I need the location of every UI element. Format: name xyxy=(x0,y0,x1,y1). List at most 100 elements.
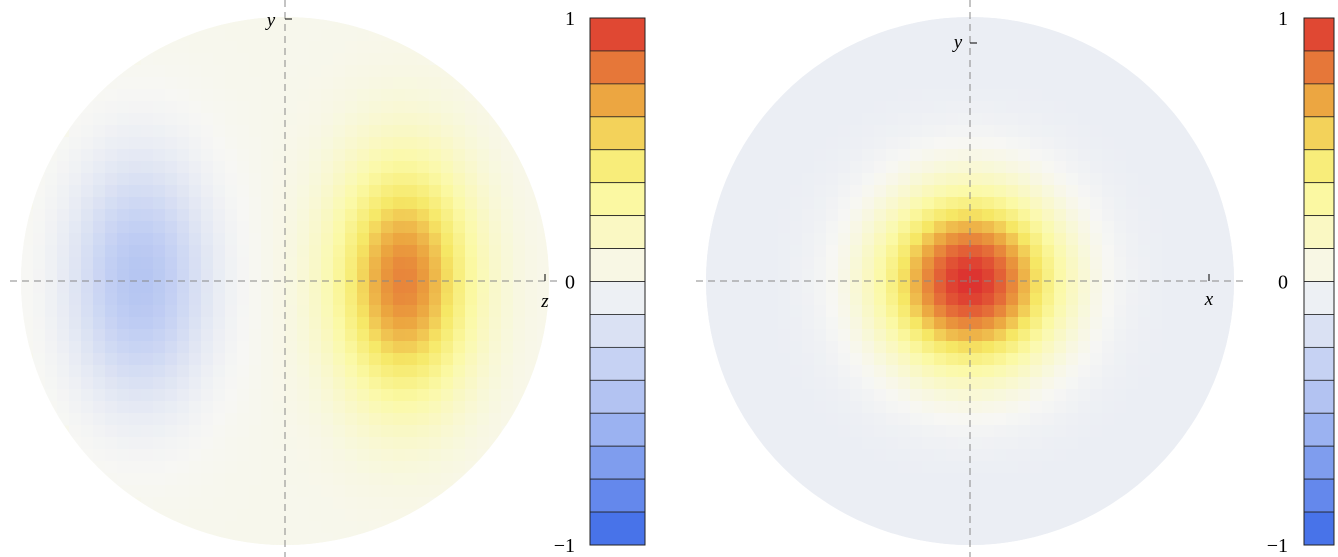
heatmap-cell xyxy=(213,221,226,234)
heatmap-cell xyxy=(730,257,743,270)
heatmap-cell xyxy=(850,101,863,114)
heatmap-cell xyxy=(790,449,803,462)
heatmap-cell xyxy=(129,269,142,282)
heatmap-cell xyxy=(850,377,863,390)
heatmap-cell xyxy=(393,197,406,210)
heatmap-cell xyxy=(285,353,298,366)
heatmap-cell xyxy=(874,233,887,246)
heatmap-cell xyxy=(1066,413,1079,426)
heatmap-cell xyxy=(93,413,106,426)
heatmap-cell xyxy=(417,341,430,354)
heatmap-cell xyxy=(165,437,178,450)
heatmap-cell xyxy=(778,209,791,222)
heatmap-cell xyxy=(1222,209,1234,222)
heatmap-cell xyxy=(1042,245,1055,258)
heatmap-cell xyxy=(93,305,106,318)
heatmap-cell xyxy=(381,485,394,498)
heatmap-cell xyxy=(129,461,142,474)
heatmap-cell xyxy=(129,197,142,210)
heatmap-cell xyxy=(1066,149,1079,162)
heatmap-cell xyxy=(970,473,983,486)
heatmap-cell xyxy=(429,293,442,306)
heatmap-cell xyxy=(189,161,202,174)
heatmap-cell xyxy=(441,377,454,390)
heatmap-cell xyxy=(934,161,947,174)
heatmap-cell xyxy=(874,77,887,90)
heatmap-cell xyxy=(153,233,166,246)
heatmap-cell xyxy=(1066,437,1079,450)
heatmap-cell xyxy=(513,377,526,390)
heatmap-cell xyxy=(237,17,250,30)
heatmap-cell xyxy=(1066,329,1079,342)
heatmap-cell xyxy=(489,113,502,126)
heatmap-cell xyxy=(1030,521,1043,534)
heatmap-cell xyxy=(742,317,755,330)
heatmap-cell xyxy=(489,389,502,402)
heatmap-cell xyxy=(838,413,851,426)
colorbar-tick-label: 0 xyxy=(565,272,575,294)
heatmap-cell xyxy=(81,317,94,330)
heatmap-cell xyxy=(273,293,286,306)
heatmap-cell xyxy=(922,161,935,174)
heatmap-cell xyxy=(333,89,346,102)
heatmap-cell xyxy=(33,305,46,318)
heatmap-cell xyxy=(213,101,226,114)
heatmap-cell xyxy=(297,293,310,306)
heatmap-cell xyxy=(69,437,82,450)
heatmap-cell xyxy=(862,461,875,474)
heatmap-cell xyxy=(898,221,911,234)
heatmap-cell xyxy=(1102,233,1115,246)
heatmap-cell xyxy=(333,29,346,42)
heatmap-cell xyxy=(225,449,238,462)
heatmap-cell xyxy=(1138,149,1151,162)
heatmap-cell xyxy=(261,509,274,522)
heatmap-cell xyxy=(117,341,130,354)
heatmap-cell xyxy=(489,149,502,162)
heatmap-cell xyxy=(886,77,899,90)
heatmap-cell xyxy=(189,41,202,54)
heatmap-cell xyxy=(1054,485,1067,498)
heatmap-cell xyxy=(874,41,887,54)
heatmap-cell xyxy=(429,257,442,270)
heatmap-cell xyxy=(345,389,358,402)
heatmap-cell xyxy=(453,101,466,114)
heatmap-cell xyxy=(1054,377,1067,390)
heatmap-cell xyxy=(850,389,863,402)
heatmap-cell xyxy=(513,305,526,318)
heatmap-cell xyxy=(742,209,755,222)
heatmap-cell xyxy=(970,497,983,510)
heatmap-cell xyxy=(177,161,190,174)
heatmap-cell xyxy=(730,305,743,318)
heatmap-cell xyxy=(33,173,46,186)
heatmap-cell xyxy=(958,341,971,354)
heatmap-cell xyxy=(1042,317,1055,330)
heatmap-cell xyxy=(417,137,430,150)
heatmap-cell xyxy=(1054,257,1067,270)
heatmap-cell xyxy=(850,293,863,306)
heatmap-cell xyxy=(57,389,70,402)
heatmap-cell xyxy=(441,77,454,90)
colorbar-band xyxy=(1303,248,1335,282)
heatmap-cell xyxy=(369,209,382,222)
heatmap-cell xyxy=(105,197,118,210)
heatmap-cell xyxy=(1090,281,1103,294)
heatmap-cell xyxy=(1090,149,1103,162)
heatmap-cell xyxy=(1030,137,1043,150)
heatmap-cell xyxy=(441,209,454,222)
heatmap-cell xyxy=(417,269,430,282)
heatmap-cell xyxy=(45,293,58,306)
heatmap-cell xyxy=(525,233,538,246)
heatmap-cell xyxy=(850,317,863,330)
heatmap-cell xyxy=(958,65,971,78)
heatmap-cell xyxy=(393,329,406,342)
heatmap-cell xyxy=(742,257,755,270)
heatmap-cell xyxy=(225,101,238,114)
heatmap-cell xyxy=(489,401,502,414)
heatmap-cell xyxy=(874,281,887,294)
heatmap-cell xyxy=(201,521,214,534)
heatmap-cell xyxy=(165,425,178,438)
heatmap-cell xyxy=(393,485,406,498)
heatmap-cell xyxy=(778,257,791,270)
heatmap-cell xyxy=(93,89,106,102)
heatmap-cell xyxy=(874,185,887,198)
